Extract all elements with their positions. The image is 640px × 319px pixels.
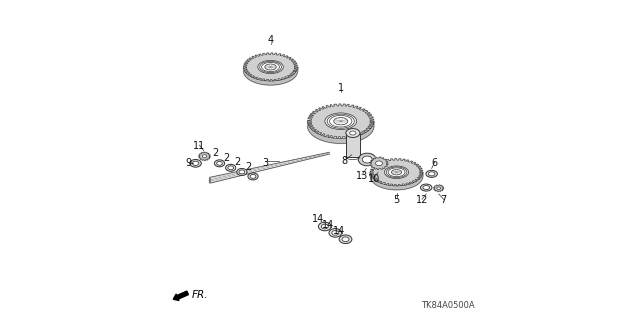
Ellipse shape: [237, 168, 247, 175]
Polygon shape: [199, 152, 211, 160]
Ellipse shape: [392, 170, 402, 175]
Ellipse shape: [423, 186, 429, 189]
Ellipse shape: [385, 166, 409, 179]
Text: 2: 2: [212, 148, 218, 158]
Text: 8: 8: [342, 156, 348, 167]
Text: 2: 2: [246, 161, 252, 172]
Text: 4: 4: [268, 35, 274, 45]
Polygon shape: [434, 185, 444, 192]
Text: 2: 2: [223, 152, 230, 163]
Ellipse shape: [437, 187, 440, 189]
Ellipse shape: [342, 237, 349, 241]
Ellipse shape: [202, 155, 207, 158]
Ellipse shape: [248, 173, 258, 180]
Ellipse shape: [321, 224, 328, 229]
Ellipse shape: [250, 174, 256, 178]
Text: 3: 3: [262, 158, 269, 168]
Ellipse shape: [349, 131, 356, 135]
Ellipse shape: [327, 114, 355, 128]
Polygon shape: [371, 159, 423, 186]
Text: 12: 12: [416, 195, 428, 205]
Text: 14: 14: [322, 219, 335, 230]
Text: 13: 13: [356, 171, 368, 181]
Polygon shape: [346, 133, 360, 157]
Text: FR.: FR.: [192, 290, 208, 300]
Text: 6: 6: [432, 158, 438, 168]
Ellipse shape: [420, 184, 432, 191]
Polygon shape: [370, 157, 388, 170]
Polygon shape: [371, 172, 423, 190]
Text: 5: 5: [394, 195, 400, 205]
Ellipse shape: [330, 115, 352, 127]
Polygon shape: [308, 104, 374, 138]
Text: 7: 7: [441, 195, 447, 205]
Text: 10: 10: [368, 174, 380, 184]
Ellipse shape: [265, 64, 276, 70]
Ellipse shape: [333, 118, 348, 125]
Ellipse shape: [346, 129, 360, 137]
Ellipse shape: [225, 164, 236, 171]
Ellipse shape: [319, 222, 331, 231]
Text: 14: 14: [312, 213, 324, 224]
Ellipse shape: [358, 153, 376, 166]
Ellipse shape: [362, 156, 372, 163]
Polygon shape: [244, 53, 298, 81]
Ellipse shape: [376, 161, 383, 166]
Ellipse shape: [262, 62, 280, 72]
Polygon shape: [243, 67, 298, 85]
Text: 2: 2: [235, 157, 241, 167]
Text: 1: 1: [338, 83, 344, 93]
Text: 9: 9: [186, 158, 191, 168]
Ellipse shape: [387, 167, 407, 178]
Text: 11: 11: [193, 141, 205, 151]
Ellipse shape: [329, 228, 342, 237]
Ellipse shape: [193, 161, 199, 166]
Ellipse shape: [239, 170, 244, 174]
Ellipse shape: [258, 60, 284, 74]
Ellipse shape: [190, 160, 202, 167]
Polygon shape: [308, 121, 374, 144]
Ellipse shape: [388, 168, 405, 177]
Polygon shape: [209, 152, 330, 183]
Ellipse shape: [426, 170, 437, 177]
FancyArrow shape: [173, 291, 188, 300]
Ellipse shape: [324, 113, 356, 130]
Polygon shape: [209, 177, 211, 183]
Ellipse shape: [260, 61, 282, 73]
Ellipse shape: [339, 235, 352, 244]
Ellipse shape: [217, 161, 222, 165]
Ellipse shape: [428, 172, 435, 176]
Ellipse shape: [214, 160, 225, 167]
Ellipse shape: [332, 231, 339, 235]
Text: 14: 14: [333, 226, 345, 236]
Ellipse shape: [228, 166, 234, 170]
Text: TK84A0500A: TK84A0500A: [421, 301, 475, 310]
